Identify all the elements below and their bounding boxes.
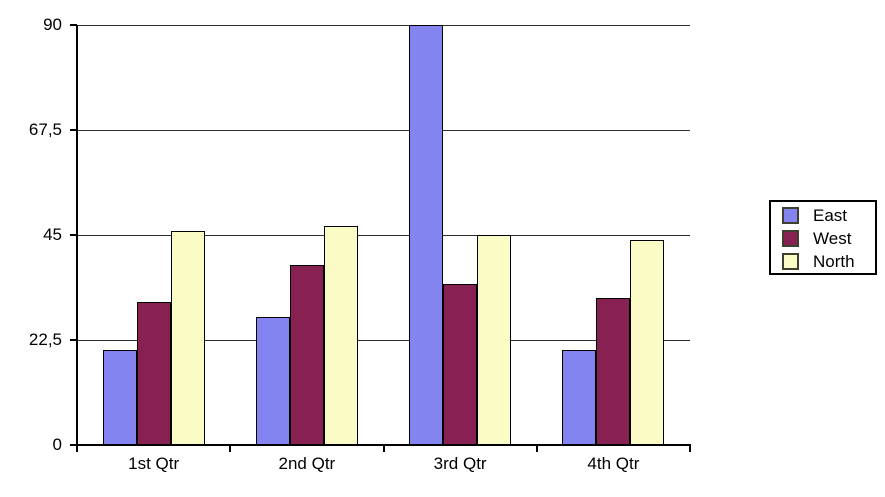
plot-area — [77, 24, 690, 446]
bar-north-3rd-qtr — [477, 235, 512, 445]
x-tick-mark-1 — [229, 445, 232, 452]
bar-west-2nd-qtr — [289, 265, 324, 445]
gridline-22-5 — [77, 339, 690, 341]
y-tick-mark-45 — [70, 234, 77, 236]
y-tick-mark-90 — [70, 24, 77, 26]
y-tick-label-67-5: 67,5 — [28, 120, 62, 139]
bar-east-2nd-qtr — [255, 317, 290, 445]
y-tick-label-22-5: 22,5 — [28, 330, 62, 349]
gridline-45 — [77, 234, 690, 236]
bar-east-4th-qtr — [562, 350, 597, 445]
y-axis-line — [76, 25, 78, 446]
bar-west-1st-qtr — [136, 302, 171, 445]
x-tick-label-2nd-qtr: 2nd Qtr — [278, 454, 336, 473]
gridline-67-5 — [77, 129, 690, 131]
x-tick-mark-0 — [76, 445, 78, 452]
gridline-90 — [77, 24, 690, 26]
bar-north-1st-qtr — [170, 231, 205, 445]
bar-east-1st-qtr — [102, 350, 137, 445]
legend-label-east: East — [813, 205, 848, 225]
legend-item-east: East — [771, 204, 875, 227]
legend-box: East West North — [769, 200, 877, 275]
x-tick-mark-4 — [689, 445, 691, 452]
bar-west-4th-qtr — [596, 298, 631, 445]
x-tick-label-4th-qtr: 4th Qtr — [587, 454, 640, 473]
legend-label-west: West — [813, 228, 852, 248]
legend-item-west: West — [771, 227, 875, 250]
y-tick-mark-0 — [70, 444, 77, 446]
y-tick-label-45: 45 — [43, 225, 62, 244]
y-tick-mark-22-5 — [70, 339, 77, 341]
x-tick-mark-3 — [535, 445, 538, 452]
y-tick-mark-67-5 — [70, 129, 77, 131]
legend-swatch-north — [782, 253, 799, 270]
bar-north-4th-qtr — [630, 240, 665, 445]
x-tick-mark-2 — [382, 445, 385, 452]
legend-item-north: North — [771, 250, 875, 273]
legend-label-north: North — [813, 251, 855, 271]
bar-east-3rd-qtr — [409, 25, 444, 445]
y-tick-label-0: 0 — [52, 435, 62, 454]
x-tick-label-3rd-qtr: 3rd Qtr — [433, 454, 487, 473]
legend-swatch-west — [782, 230, 799, 247]
bar-west-3rd-qtr — [443, 284, 478, 445]
y-tick-label-90: 90 — [43, 15, 62, 34]
bar-north-2nd-qtr — [323, 226, 358, 445]
x-tick-label-1st-qtr: 1st Qtr — [128, 454, 180, 473]
legend-swatch-east — [782, 207, 799, 224]
